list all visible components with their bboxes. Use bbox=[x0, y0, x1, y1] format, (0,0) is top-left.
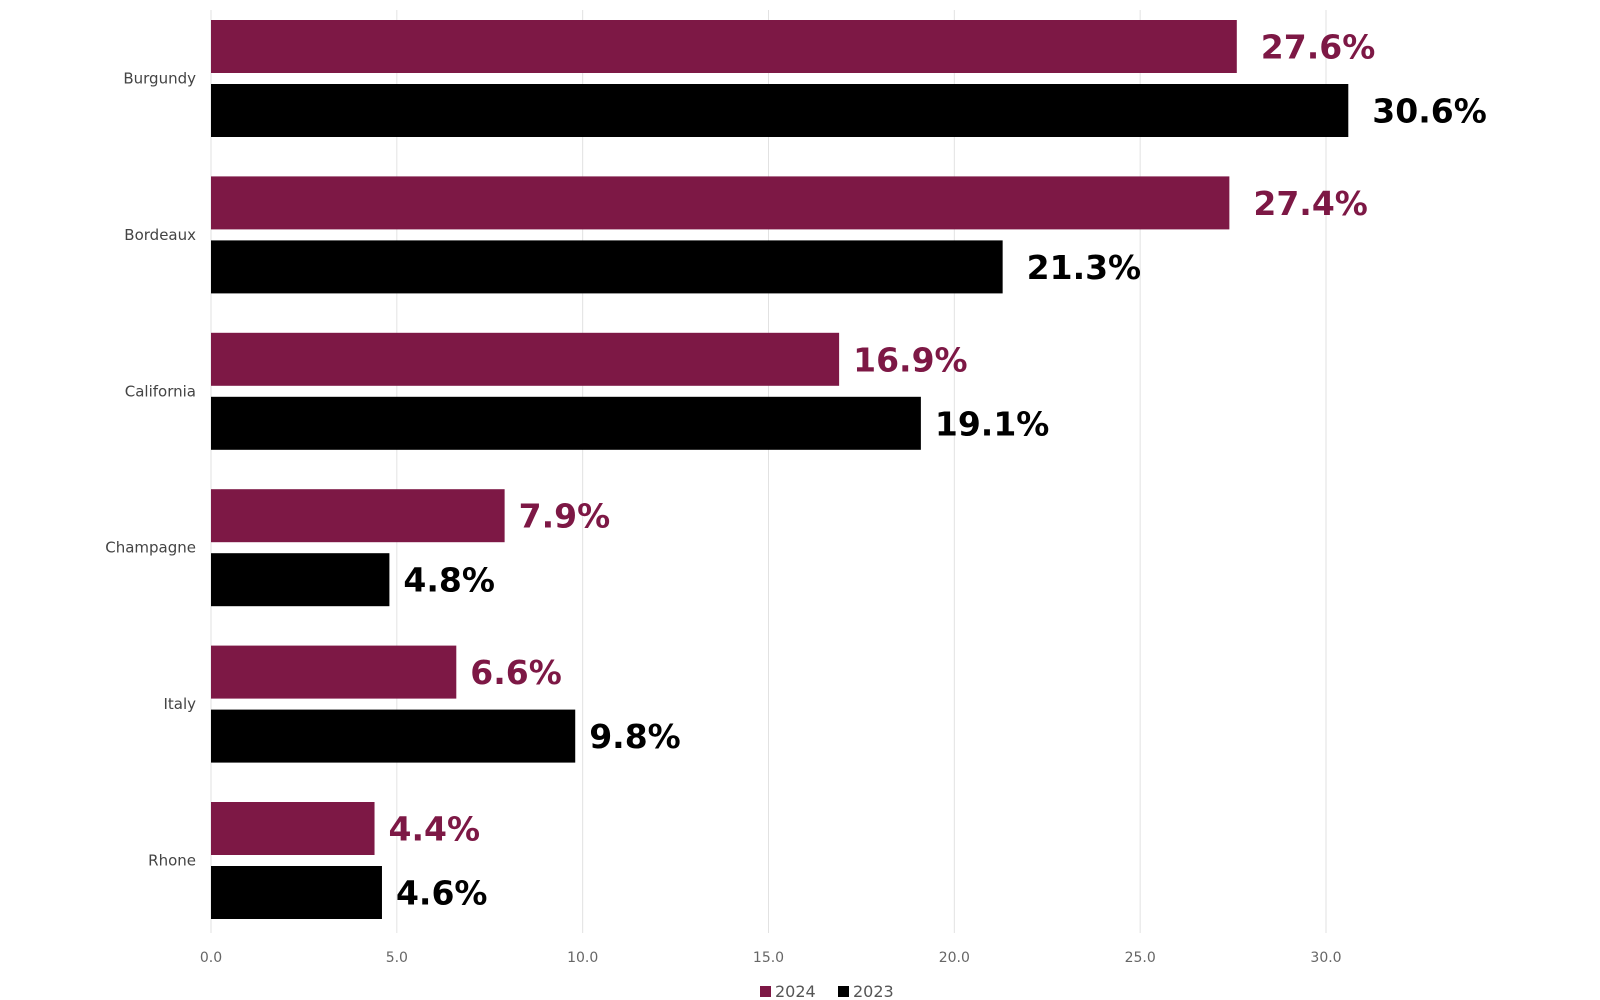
bar-2023-rhone bbox=[211, 866, 382, 919]
category-label: Burgundy bbox=[123, 70, 196, 88]
data-label: 4.6% bbox=[396, 874, 488, 913]
category-labels: Burgundy Bordeaux California Champagne Italy… bbox=[105, 70, 196, 870]
bar-2024-rhone bbox=[211, 802, 375, 855]
category-label: Rhone bbox=[148, 852, 196, 870]
data-label: 19.1% bbox=[935, 404, 1049, 443]
bar-2024-bordeaux bbox=[211, 176, 1230, 230]
legend-label: 2024 bbox=[775, 982, 816, 1000]
category-label: California bbox=[125, 382, 196, 400]
bar-2023-bordeaux bbox=[211, 240, 1003, 294]
x-tick-label: 15.0 bbox=[753, 950, 784, 966]
data-label: 27.4% bbox=[1253, 184, 1368, 223]
legend-swatch bbox=[838, 986, 849, 997]
category-label: Bordeaux bbox=[124, 226, 196, 244]
data-label: 4.8% bbox=[403, 561, 495, 600]
legend-swatch bbox=[760, 986, 771, 997]
x-axis-ticks: 0.0 5.0 10.0 15.0 20.0 25.0 30.0 bbox=[200, 950, 1342, 966]
legend-label: 2023 bbox=[853, 982, 894, 1000]
data-label: 6.6% bbox=[470, 653, 562, 692]
data-label: 16.9% bbox=[853, 340, 968, 379]
x-tick-label: 30.0 bbox=[1310, 950, 1341, 966]
data-label: 7.9% bbox=[519, 497, 611, 536]
x-tick-label: 5.0 bbox=[386, 950, 408, 966]
legend: 2024 2023 bbox=[760, 982, 894, 1000]
x-tick-label: 0.0 bbox=[200, 950, 222, 966]
bars: 27.6% 30.6% 27.4% 21.3% 16.9% 19.1% 7.9% 4.8% 6.… bbox=[211, 20, 1487, 919]
bar-2023-california bbox=[211, 396, 921, 450]
data-label: 4.4% bbox=[389, 810, 481, 849]
x-tick-label: 25.0 bbox=[1125, 950, 1156, 966]
bar-2024-california bbox=[211, 332, 840, 386]
data-label: 21.3% bbox=[1027, 248, 1142, 287]
bar-2024-champagne bbox=[211, 489, 505, 543]
bar-2023-champagne bbox=[211, 553, 390, 607]
bar-2024-italy bbox=[211, 645, 457, 699]
data-label: 27.6% bbox=[1261, 28, 1376, 67]
data-label: 30.6% bbox=[1372, 92, 1487, 131]
bar-2023-burgundy bbox=[211, 84, 1349, 137]
bar-2023-italy bbox=[211, 709, 576, 763]
x-tick-label: 20.0 bbox=[939, 950, 970, 966]
gridlines bbox=[210, 10, 1327, 933]
data-label: 9.8% bbox=[589, 717, 681, 756]
category-label: Italy bbox=[163, 695, 196, 713]
x-tick-label: 10.0 bbox=[567, 950, 598, 966]
category-label: Champagne bbox=[105, 539, 196, 557]
bar-2024-burgundy bbox=[211, 20, 1237, 73]
